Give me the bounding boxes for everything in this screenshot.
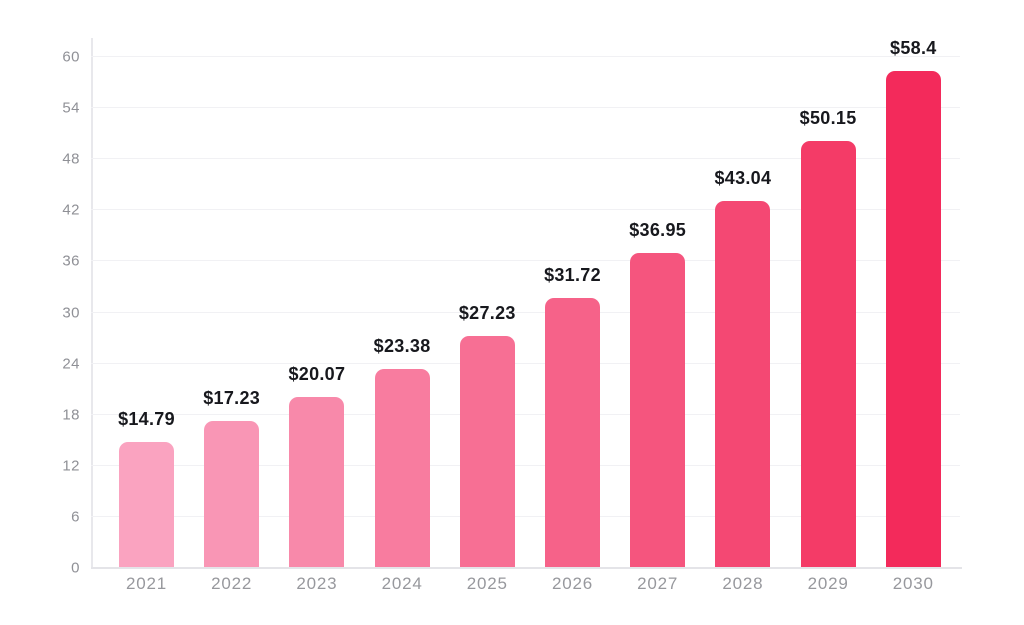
y-tick-label: 0 — [71, 559, 80, 577]
bar-2022 — [204, 421, 260, 568]
gridline — [91, 158, 960, 160]
x-tick-label-2027: 2027 — [637, 574, 679, 593]
bar-value-label-2026: $31.72 — [544, 264, 601, 285]
y-tick-label: 30 — [62, 304, 80, 321]
bar-2023 — [289, 397, 345, 568]
gridline — [91, 56, 960, 57]
bar-value-label-2030: $58.4 — [890, 37, 937, 58]
gridline — [91, 464, 960, 466]
y-tick-label: 42 — [62, 201, 80, 219]
y-tick-label: 6 — [71, 508, 80, 526]
gridline — [91, 413, 960, 415]
bar-value-label-2027: $36.95 — [629, 220, 687, 241]
gridline — [91, 311, 960, 313]
x-tick-label-2024: 2024 — [381, 574, 423, 593]
x-axis-line — [91, 567, 962, 569]
bar-2025 — [459, 336, 515, 568]
y-tick-label: 54 — [62, 99, 80, 117]
plot-area: $14.79 $17.23 $20.07 $23.38 $27.23 $31.72 $36.… — [91, 38, 960, 568]
x-tick-label-2026: 2026 — [551, 574, 594, 593]
bar-2027 — [630, 253, 686, 568]
y-tick-label: 36 — [62, 252, 80, 270]
x-tick-label-2025: 2025 — [466, 574, 508, 593]
bar-2026 — [545, 297, 600, 568]
bar-value-label-2022: $17.23 — [203, 388, 261, 409]
x-tick-label-2028: 2028 — [722, 574, 764, 593]
x-tick-label-2023: 2023 — [296, 574, 338, 593]
x-tick-label-2030: 2030 — [892, 574, 934, 593]
y-axis-line — [91, 38, 93, 568]
gridline — [91, 362, 960, 364]
bar-value-label-2025: $27.23 — [458, 303, 516, 324]
y-tick-label: 12 — [62, 457, 80, 475]
gridline — [91, 107, 960, 109]
gridline — [91, 260, 960, 262]
bar-2028 — [715, 201, 771, 568]
x-tick-label-2021: 2021 — [125, 574, 168, 593]
gridline — [91, 515, 960, 517]
y-tick-label: 24 — [62, 355, 80, 373]
y-tick-label: 48 — [62, 150, 80, 168]
bar-value-label-2023: $20.07 — [288, 364, 346, 385]
x-tick-label-2029: 2029 — [807, 574, 849, 593]
bar-2030 — [885, 70, 941, 568]
bar-value-label-2021: $14.79 — [118, 409, 175, 430]
bar-value-label-2028: $43.04 — [714, 168, 772, 189]
bar-value-label-2024: $23.38 — [373, 335, 431, 356]
x-tick-label-2022: 2022 — [211, 574, 253, 593]
y-tick-label: 18 — [62, 406, 80, 424]
y-tick-label: 60 — [62, 48, 80, 66]
bar-2021 — [119, 442, 174, 568]
bar-2024 — [374, 368, 430, 568]
bar-value-label-2029: $50.15 — [799, 107, 857, 128]
bar-2029 — [800, 140, 856, 568]
gridline — [91, 209, 960, 211]
